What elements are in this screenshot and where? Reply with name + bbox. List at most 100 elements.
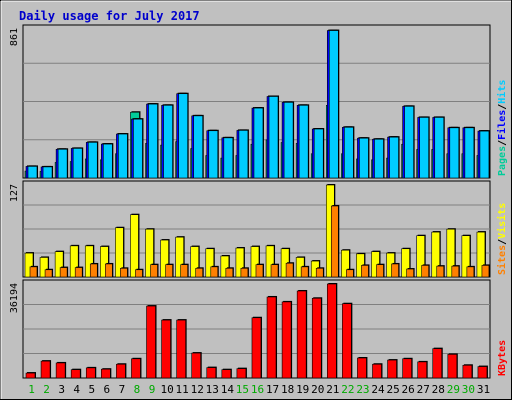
hits-bar-day-23: [359, 137, 370, 179]
sites-bar-day-26: [406, 268, 415, 278]
kbytes-bar-day-13-bar: [206, 367, 217, 379]
sites-bar-day-18: [285, 262, 295, 278]
x-tick-label-day-31: 31: [477, 383, 490, 396]
hits-bar-day-5-bar: [87, 142, 98, 179]
legend-entry-1-5: Hits: [496, 80, 508, 104]
hits-bar-day-4-bar: [72, 148, 83, 179]
visits-bar-day-4-bar: [69, 245, 79, 278]
sites-bar-day-2: [44, 268, 54, 278]
sites-bar-day-9: [150, 263, 159, 278]
x-tick-label-day-18: 18: [281, 383, 294, 396]
visits-bar-day-7-bar: [115, 227, 124, 278]
kbytes-bar-day-6: [101, 368, 112, 379]
visits-bar-day-5-bar: [84, 245, 94, 278]
sites-bar-day-31: [481, 264, 490, 278]
hits-bar-day-29-bar: [449, 127, 460, 179]
hits-bar-day-28-bar: [434, 117, 445, 179]
sites-bar-day-16: [255, 263, 264, 278]
sites-bar-day-1: [29, 265, 38, 278]
panel-2-ymax-label: 127: [9, 184, 20, 202]
kbytes-bar-day-3-bar: [55, 362, 66, 379]
hits-bar-day-11-bar: [178, 93, 188, 179]
sites-bar-day-4: [74, 266, 84, 278]
x-tick-label-day-27: 27: [417, 383, 430, 396]
kbytes-bar-day-17: [266, 295, 278, 379]
sites-bar-day-7-bar: [120, 268, 128, 278]
kbytes-bar-day-27-bar: [417, 361, 427, 379]
kbytes-bar-day-3: [55, 361, 67, 379]
kbytes-bar-day-21-bar: [326, 283, 337, 379]
x-tick-label-day-25: 25: [386, 383, 399, 396]
kbytes-bar-day-25: [387, 359, 398, 379]
hits-bar-day-27-bar: [419, 117, 429, 179]
legend-entry-1-3: Files: [496, 110, 508, 140]
visits-bar-day-17-bar: [265, 245, 275, 278]
hits-bar-day-11: [178, 92, 189, 179]
bar-marks: [24, 29, 490, 379]
sites-bar-day-27: [421, 264, 430, 278]
hits-bar-day-10-bar: [163, 105, 173, 179]
kbytes-bar-day-19-bar: [296, 290, 307, 379]
hits-bar-day-28: [434, 116, 445, 179]
sites-bar-day-28-bar: [436, 265, 445, 278]
x-tick-label-day-5: 5: [88, 383, 95, 396]
kbytes-bar-day-11: [176, 319, 187, 379]
visits-bar-day-8-bar: [130, 214, 139, 278]
kbytes-bar-day-29-bar: [447, 354, 458, 379]
sites-bar-day-24: [376, 263, 385, 278]
x-tick-label-day-21: 21: [326, 383, 339, 396]
hits-bar-day-1: [27, 165, 38, 179]
hits-bar-day-30-bar: [464, 127, 475, 179]
hits-bar-day-18: [283, 101, 295, 179]
panel-1-ymax-label: 861: [9, 28, 20, 46]
kbytes-bar-day-11-bar: [176, 319, 186, 379]
visits-bar-day-28-bar: [431, 231, 441, 278]
sites-bar-day-17-bar: [270, 264, 279, 278]
kbytes-bar-day-14-bar: [221, 369, 232, 379]
visits-bar-day-30-bar: [461, 235, 471, 278]
visits-bar-day-30: [461, 234, 471, 278]
sites-bar-day-3: [59, 266, 69, 278]
hits-bar-day-21-bar: [328, 30, 339, 179]
hits-bar-day-8: [133, 118, 144, 179]
visits-bar-day-16: [250, 245, 260, 278]
visits-bar-day-29: [446, 228, 456, 278]
sites-bar-day-15-bar: [240, 268, 249, 278]
sites-bar-day-12: [195, 267, 204, 278]
hits-bar-day-30: [464, 126, 475, 179]
kbytes-bar-day-19: [296, 289, 308, 379]
x-tick-label-day-11: 11: [176, 383, 189, 396]
panel-3-legend: KBytes: [497, 340, 508, 376]
visits-bar-day-28: [431, 231, 441, 278]
x-tick-label-day-10: 10: [160, 383, 173, 396]
sites-bar-day-6-bar: [105, 263, 113, 278]
hits-bar-day-17-bar: [268, 96, 279, 179]
sites-bar-day-11: [180, 263, 189, 278]
kbytes-bar-day-30-bar: [462, 364, 473, 379]
visits-bar-day-2: [39, 256, 50, 278]
legend-entry-1-1: Pages: [497, 146, 508, 176]
panel-2-legend: Sites/Visits: [496, 203, 508, 275]
visits-bar-day-26-bar: [401, 248, 410, 278]
sites-bar-day-8: [135, 268, 144, 278]
hits-bar-day-12: [193, 114, 204, 179]
kbytes-bar-day-12-bar: [191, 352, 202, 379]
kbytes-bar-day-20: [311, 297, 323, 379]
kbytes-bar-day-27: [417, 360, 428, 379]
kbytes-bar-day-24: [372, 363, 383, 379]
hits-bar-day-31-bar: [479, 130, 490, 179]
kbytes-bar-day-28-bar: [432, 348, 443, 379]
sites-bar-day-15: [240, 267, 249, 278]
sites-bar-day-27-bar: [421, 265, 429, 278]
hits-bar-day-23-bar: [359, 137, 369, 179]
visits-bar-day-31-bar: [476, 231, 486, 278]
sites-bar-day-8-bar: [135, 269, 143, 278]
visits-bar-day-4: [69, 244, 80, 278]
x-tick-label-day-28: 28: [432, 383, 445, 396]
visits-bar-day-29-bar: [446, 228, 456, 278]
visits-bar-day-10-bar: [160, 239, 169, 278]
kbytes-bar-day-30: [462, 364, 473, 379]
hits-bar-day-20: [313, 128, 325, 179]
x-tick-label-day-24: 24: [371, 383, 385, 396]
kbytes-bar-day-2-bar: [40, 360, 51, 379]
